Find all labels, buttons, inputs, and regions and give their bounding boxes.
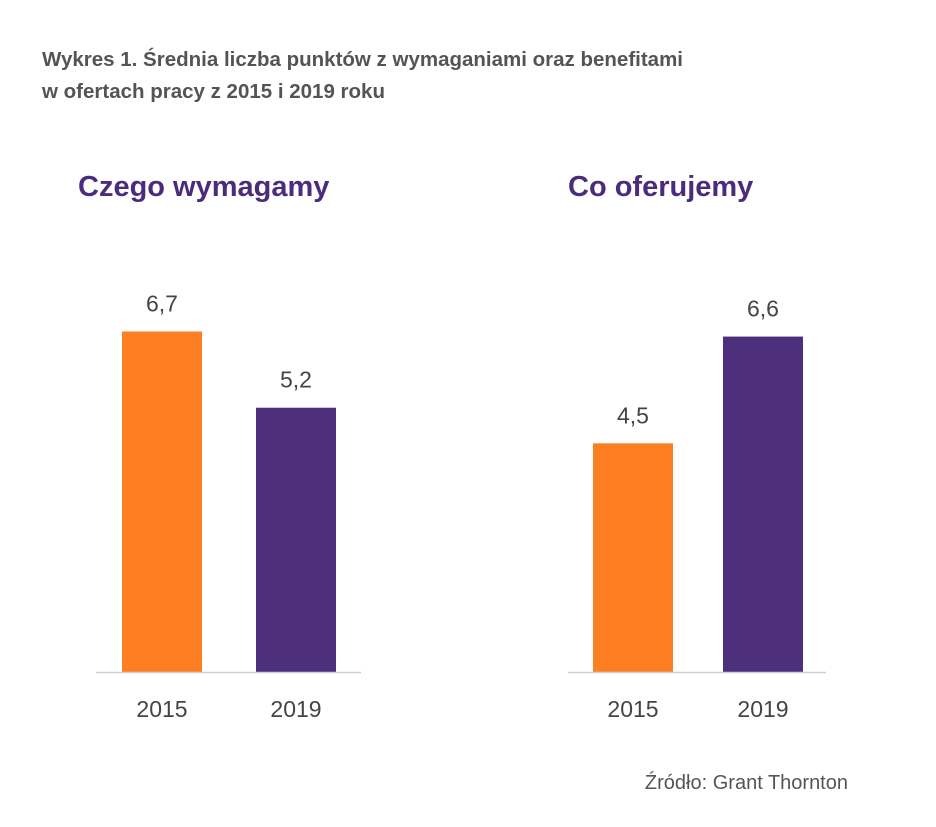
panel-title: Czego wymagamy	[78, 171, 329, 203]
data-label: 6,6	[747, 296, 779, 322]
bar-2019	[723, 336, 803, 672]
data-label: 4,5	[617, 402, 649, 428]
bar-2015	[593, 443, 673, 672]
x-tick-label: 2015	[607, 696, 658, 722]
bar-2015	[122, 331, 202, 672]
x-tick-label: 2015	[136, 696, 187, 722]
x-tick-label: 2019	[737, 696, 788, 722]
data-label: 5,2	[280, 367, 312, 393]
chart-panel-2: Co oferujemy 4,5 2015 6,6 2019	[568, 171, 826, 722]
figure-title-line-2: w ofertach pracy z 2015 i 2019 roku	[41, 80, 385, 103]
x-tick-label: 2019	[270, 696, 321, 722]
bar-2019	[256, 407, 336, 672]
figure-title-line-1: Wykres 1. Średnia liczba punktów z wymag…	[42, 47, 683, 71]
source-note: Źródło: Grant Thornton	[645, 771, 848, 794]
data-label: 6,7	[146, 290, 178, 316]
panel-title: Co oferujemy	[568, 171, 753, 203]
chart-panel-1: Czego wymagamy 6,7 2015 5,2 2019	[78, 171, 361, 722]
